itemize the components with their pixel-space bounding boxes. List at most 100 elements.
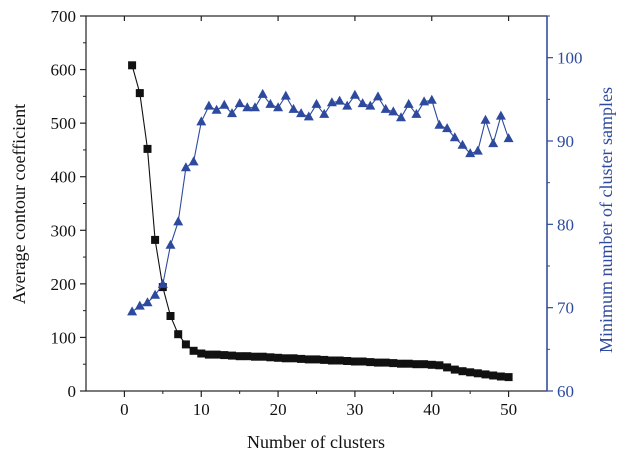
contour-point-9 xyxy=(189,346,198,355)
min-samples-point-31 xyxy=(357,98,368,108)
contour-point-8 xyxy=(181,340,190,349)
y-tick-label-100: 100 xyxy=(51,328,77,347)
contour-point-6 xyxy=(166,312,175,320)
contour-point-50 xyxy=(504,373,513,382)
min-samples-point-25 xyxy=(311,98,322,108)
min-samples-point-28 xyxy=(334,95,345,105)
min-samples-point-35 xyxy=(388,106,399,116)
contour-point-43 xyxy=(450,365,459,374)
contour-point-19 xyxy=(266,353,275,362)
min-samples-point-49 xyxy=(495,110,506,120)
min-samples-point-18 xyxy=(257,88,268,98)
contour-point-49 xyxy=(496,372,505,381)
series-layer xyxy=(127,61,514,382)
contour-point-26 xyxy=(320,355,329,364)
min-samples-point-19 xyxy=(265,98,276,108)
y-axis-title: Average contour coefficient xyxy=(9,104,29,304)
contour-point-10 xyxy=(197,349,206,358)
min-samples-point-23 xyxy=(296,108,307,118)
min-samples-point-37 xyxy=(403,98,414,108)
x-tick-label-20: 20 xyxy=(270,400,287,419)
contour-point-45 xyxy=(466,368,475,377)
contour-point-24 xyxy=(304,355,313,364)
y2-tick-label-90: 90 xyxy=(557,132,574,151)
min-samples-point-36 xyxy=(396,112,406,122)
min-samples-point-44 xyxy=(457,139,468,149)
min-samples-point-14 xyxy=(227,108,237,118)
min-samples-point-2 xyxy=(134,300,145,310)
min-samples-point-29 xyxy=(342,100,353,110)
ticks-layer: 0 10 20 30 40 5001002003004005006007006070809… xyxy=(51,7,583,419)
contour-point-12 xyxy=(212,350,221,359)
contour-point-42 xyxy=(443,363,452,372)
x-tick-label-30: 30 xyxy=(346,400,363,419)
min-samples-point-5 xyxy=(157,278,168,288)
x-tick-label-50: 50 xyxy=(500,400,517,419)
min-samples-point-27 xyxy=(326,97,337,107)
contour-point-20 xyxy=(274,353,283,362)
x-axis-title: Number of clusters xyxy=(247,432,385,452)
contour-point-22 xyxy=(289,354,298,363)
min-samples-point-32 xyxy=(365,100,376,110)
contour-point-4 xyxy=(151,235,160,244)
min-samples-point-42 xyxy=(442,123,453,133)
min-samples-point-10 xyxy=(196,116,207,126)
y2-tick-label-60: 60 xyxy=(557,382,574,401)
y2-tick-label-80: 80 xyxy=(557,215,574,234)
y-tick-label-200: 200 xyxy=(51,275,77,294)
contour-point-37 xyxy=(404,359,413,368)
x-tick-label-10: 10 xyxy=(193,400,210,419)
contour-point-13 xyxy=(220,351,229,360)
contour-point-48 xyxy=(489,371,498,380)
contour-point-47 xyxy=(481,370,490,379)
min-samples-point-24 xyxy=(303,111,314,121)
min-samples-point-13 xyxy=(219,99,230,109)
contour-point-33 xyxy=(374,358,382,367)
contour-point-11 xyxy=(204,350,213,359)
contour-point-18 xyxy=(258,352,267,361)
min-samples-point-50 xyxy=(503,133,514,143)
min-samples-point-16 xyxy=(242,102,253,112)
min-samples-point-41 xyxy=(434,119,445,129)
contour-point-31 xyxy=(358,357,367,366)
min-samples-point-6 xyxy=(165,239,176,249)
contour-coefficient-line xyxy=(131,65,509,378)
min-samples-point-22 xyxy=(288,103,299,113)
min-samples-point-3 xyxy=(142,297,153,307)
contour-point-41 xyxy=(435,361,444,370)
plot-frame xyxy=(85,15,548,392)
contour-point-30 xyxy=(350,357,359,366)
contour-point-40 xyxy=(427,360,436,369)
min-samples-point-12 xyxy=(211,104,222,114)
min-samples-point-8 xyxy=(180,162,191,172)
contour-point-35 xyxy=(389,359,398,368)
contour-point-44 xyxy=(458,367,467,376)
min-samples-point-43 xyxy=(449,132,460,142)
min-samples-point-15 xyxy=(234,98,245,108)
y-tick-label-500: 500 xyxy=(51,114,77,133)
min-samples-point-38 xyxy=(411,108,422,118)
contour-point-39 xyxy=(420,360,429,369)
contour-point-1 xyxy=(128,61,137,70)
contour-point-38 xyxy=(412,360,421,369)
contour-point-25 xyxy=(312,355,321,364)
contour-point-27 xyxy=(327,356,336,365)
y-tick-label-600: 600 xyxy=(51,61,77,80)
min-samples-point-11 xyxy=(203,100,214,110)
contour-point-7 xyxy=(174,330,183,339)
min-samples-point-46 xyxy=(472,145,483,155)
x-tick-label-40: 40 xyxy=(423,400,440,419)
min-samples-point-17 xyxy=(250,102,260,112)
min-samples-point-4 xyxy=(150,289,161,299)
contour-point-29 xyxy=(343,357,352,365)
contour-point-3 xyxy=(143,144,152,153)
y-tick-label-400: 400 xyxy=(51,168,77,187)
min-samples-point-20 xyxy=(273,102,284,112)
contour-point-16 xyxy=(243,352,252,361)
contour-point-46 xyxy=(473,369,482,378)
contour-point-17 xyxy=(251,352,259,361)
y2-tick-label-100: 100 xyxy=(557,49,583,68)
contour-point-23 xyxy=(297,354,306,363)
y2-tick-label-70: 70 xyxy=(557,299,574,318)
